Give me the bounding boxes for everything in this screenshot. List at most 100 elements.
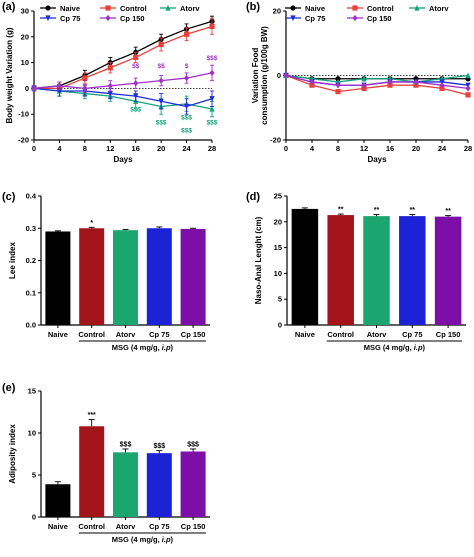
bar: [112, 452, 139, 517]
legend-marker: [105, 5, 111, 11]
y-tick-label: 0: [32, 513, 36, 522]
x-tick-label: 0: [284, 144, 288, 153]
x-tick-label: 0: [32, 144, 36, 153]
data-point: [82, 75, 88, 81]
panel-label: (d): [246, 191, 260, 203]
bar: [180, 228, 206, 325]
y-axis-title-line: Variation Food: [251, 48, 260, 104]
group-label-route: i.p: [414, 343, 423, 352]
y-tick-label: 30: [21, 7, 29, 16]
x-tick-label: 20: [412, 144, 420, 153]
series-line: [285, 74, 469, 83]
y-tick-label: 20: [21, 32, 29, 41]
significance-annotation: $$$: [181, 114, 192, 121]
significance-annotation: $$$: [181, 127, 192, 134]
x-tick-label: Cp 75: [149, 522, 169, 531]
panel-e-adiposity-index-chart: (e) 0 5 10 15 Adiposity index Naive *** Control $…: [2, 382, 210, 544]
bar-naive: [291, 207, 319, 325]
bar-cp-75: [146, 226, 172, 325]
panel-label: (b): [246, 1, 260, 13]
data-point: [209, 105, 215, 112]
data-point: [107, 82, 113, 89]
bar: [79, 426, 105, 517]
y-axis-title: Body weight Variation (g): [5, 27, 14, 123]
group-label-route: i.p: [162, 343, 171, 352]
significance-label: **: [374, 207, 380, 214]
data-point: [107, 90, 113, 97]
y-tick-label: 0: [278, 321, 282, 330]
data-point: [183, 103, 190, 110]
panel-d-naso-anal-length-chart: (d) 0 5 10 15 20 25 Naso-Anal Lenght (cm) Naive *…: [246, 191, 466, 352]
data-point: [335, 89, 341, 95]
x-tick-label: 16: [132, 144, 140, 153]
bar-naive: [45, 230, 71, 325]
y-tick-label: 15: [274, 243, 282, 252]
bar-atorv: $$$: [112, 441, 139, 517]
data-point: [413, 78, 419, 86]
data-point: [183, 74, 190, 82]
data-point: [361, 85, 367, 91]
data-point: [158, 77, 164, 84]
y-tick-label: 10: [274, 269, 282, 278]
data-point: [335, 82, 341, 89]
y-tick-label: 5: [278, 295, 282, 304]
legend-item-cp-75: Cp 75: [285, 14, 325, 23]
data-point: [413, 82, 419, 88]
y-tick-label: 25: [274, 192, 282, 201]
data-point: [209, 69, 215, 77]
y-tick-label: 0.0: [26, 321, 36, 330]
x-tick-label: 28: [208, 144, 216, 153]
group-label-close: ): [423, 343, 426, 352]
panel-label: (a): [2, 1, 16, 13]
y-axis-title: Naso-Anal Lenght (cm): [254, 216, 263, 304]
x-tick-label: Atorv: [116, 522, 136, 531]
legend-marker: [352, 5, 358, 11]
x-tick-label: Cp 75: [149, 330, 169, 339]
y-tick-label: 0.3: [26, 224, 36, 233]
legend-marker: [165, 4, 171, 11]
data-point: [31, 85, 37, 92]
legend-label: Atorv: [429, 4, 449, 13]
x-tick-label: 12: [360, 144, 368, 153]
legend-marker: [352, 14, 358, 22]
bar: [434, 216, 462, 325]
group-label-close: ): [171, 343, 174, 352]
series-line: [33, 87, 213, 108]
bar-cp-75: $$$: [146, 443, 172, 517]
x-tick-label: Naive: [48, 522, 68, 531]
x-tick-label: 24: [438, 144, 447, 153]
legend-label: Naive: [305, 4, 325, 13]
bar-cp-75: **: [399, 207, 426, 325]
x-tick-label: 8: [336, 144, 340, 153]
y-tick-label: 10: [28, 429, 36, 438]
data-point: [158, 98, 164, 105]
legend-item-cp-75: Cp 75: [40, 14, 80, 23]
legend-marker: [414, 4, 420, 11]
series-line: [33, 72, 213, 90]
legend-item-atorv: Atorv: [409, 4, 449, 13]
bar: [399, 216, 426, 325]
panel-a-body-weight-chart: (a) -20 -10 0 10 20 30 0 4 8 12 16 20 24 28 Days Body we…: [2, 1, 218, 164]
group-label: MSG (4 mg/g, i.p): [112, 535, 174, 544]
legend-label: Naive: [60, 4, 80, 13]
x-tick-label: Control: [78, 522, 105, 531]
data-point: [439, 82, 445, 89]
series-line: [33, 20, 213, 90]
legend-label: Cp 150: [120, 14, 145, 23]
legend-label: Cp 75: [60, 14, 80, 23]
bar: [112, 230, 139, 325]
group-label-text: MSG (4 mg/g,: [364, 343, 414, 352]
data-point: [309, 82, 315, 88]
x-tick-label: Control: [327, 330, 354, 339]
data-point: [465, 72, 471, 79]
x-tick-label: 4: [57, 144, 62, 153]
data-point: [465, 85, 471, 92]
data-point: [309, 78, 315, 86]
data-point: [133, 93, 139, 100]
bar: [180, 451, 206, 517]
y-tick-label: 0.2: [26, 256, 36, 265]
significance-label: ***: [88, 412, 96, 419]
series-line: [285, 74, 469, 96]
y-axis-title: Lee index: [8, 242, 17, 279]
significance-annotation: $$$: [207, 55, 218, 62]
